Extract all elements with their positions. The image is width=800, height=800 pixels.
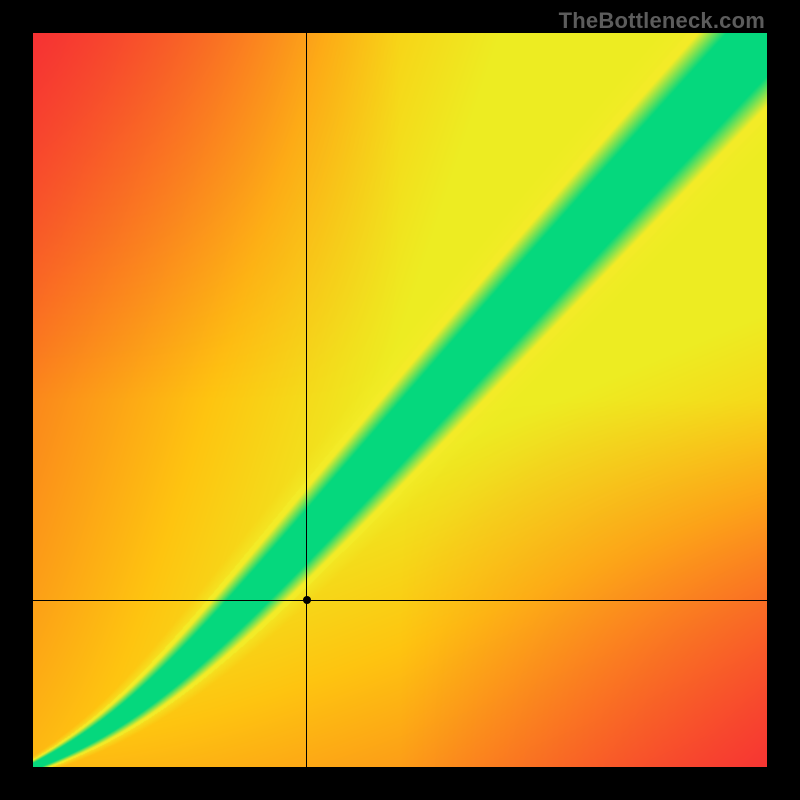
watermark-text: TheBottleneck.com bbox=[559, 8, 765, 34]
crosshair-vertical bbox=[306, 33, 307, 767]
heatmap-plot-area bbox=[33, 33, 767, 767]
chart-container: TheBottleneck.com bbox=[0, 0, 800, 800]
crosshair-dot bbox=[303, 596, 311, 604]
crosshair-horizontal bbox=[33, 600, 767, 601]
heatmap-canvas bbox=[33, 33, 767, 767]
